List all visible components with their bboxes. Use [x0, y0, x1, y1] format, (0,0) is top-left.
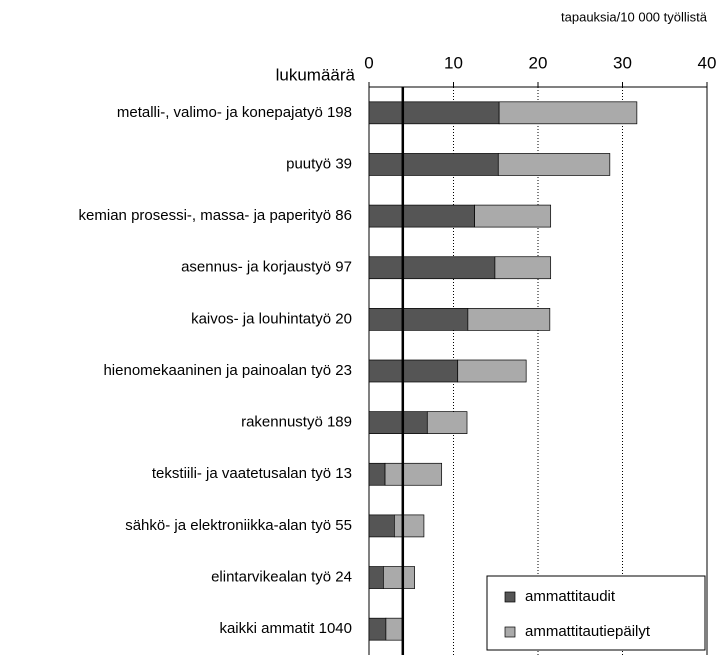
bar: [368, 308, 469, 331]
bar: [368, 514, 395, 538]
category-label: metalli-, valimo- ja konepajatyö 198: [117, 104, 352, 121]
bar: [368, 153, 499, 176]
bar: [385, 617, 404, 641]
category-label: tekstiili- ja vaatetusalan työ 13: [152, 465, 352, 482]
bar: [368, 359, 459, 383]
x-tick-label: 10: [444, 53, 463, 72]
bar: [368, 462, 386, 486]
category-label: kaikki ammatit 1040: [219, 620, 352, 637]
legend-label: ammattitautiepäilyt: [525, 623, 651, 640]
bar: [426, 411, 468, 434]
category-label: hienomekaaninen ja painoalan työ 23: [103, 362, 352, 379]
bar: [394, 514, 425, 538]
category-label: kemian prosessi-, massa- ja paperityö 86: [79, 207, 352, 224]
x-tick-label: 30: [613, 53, 632, 72]
category-label: asennus- ja korjaustyö 97: [181, 259, 352, 276]
bar: [384, 462, 443, 486]
category-label: kaivos- ja louhintatyö 20: [191, 310, 352, 327]
bar: [498, 101, 638, 125]
category-header: lukumäärä: [276, 65, 356, 84]
category-label: elintarvikealan työ 24: [211, 569, 352, 586]
x-axis-label: tapauksia/10 000 työllistä: [561, 9, 708, 24]
x-tick-label: 40: [698, 53, 717, 72]
bar: [494, 256, 552, 280]
legend-swatch: [504, 591, 516, 603]
bar: [368, 101, 500, 125]
legend-label: ammattitaudit: [525, 588, 616, 605]
bar: [368, 617, 387, 641]
bar: [368, 256, 496, 280]
category-label: puutyö 39: [286, 155, 352, 172]
bar: [383, 566, 415, 589]
category-label: sähkö- ja elektroniikka-alan työ 55: [125, 517, 352, 534]
bar: [368, 411, 428, 434]
legend-box: [486, 575, 706, 651]
bar: [497, 153, 611, 176]
legend-swatch: [504, 626, 516, 638]
bar: [368, 204, 475, 228]
bar: [368, 566, 384, 589]
x-tick-label: 20: [529, 53, 548, 72]
x-tick-label: 0: [364, 53, 373, 72]
bar: [457, 359, 527, 383]
category-label: rakennustyö 189: [241, 414, 352, 431]
bar: [474, 204, 552, 228]
bar: [467, 308, 551, 331]
